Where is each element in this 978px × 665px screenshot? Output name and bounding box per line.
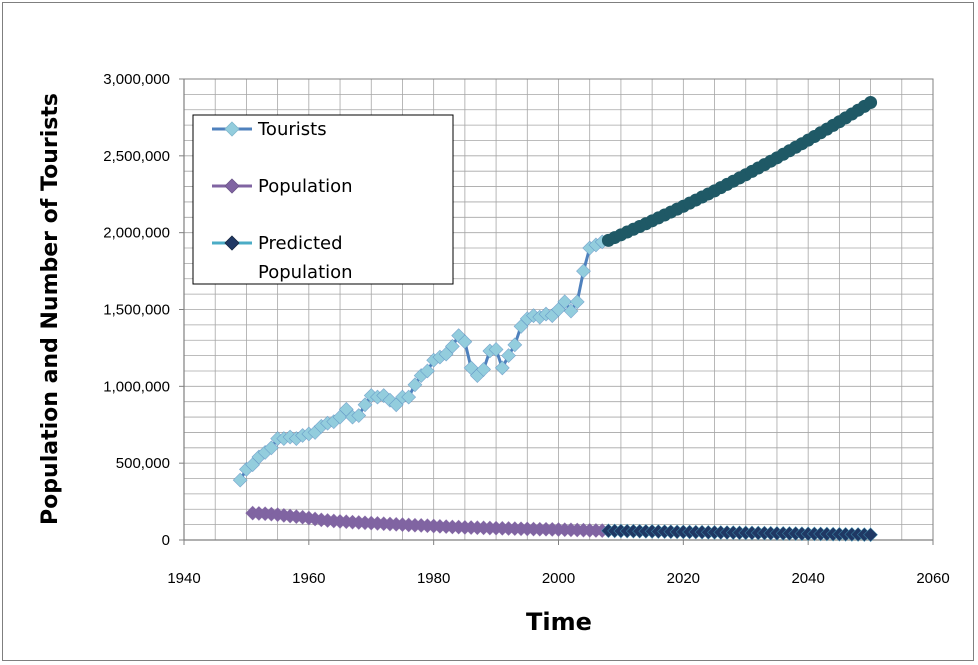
y-tick-label: 1,500,000 [103,302,170,319]
legend-marker-tourists [224,121,240,137]
legend-item-tourists: Tourists [212,119,327,140]
x-tick-label: 2020 [667,570,700,587]
x-axis-title: Time [526,608,592,636]
x-tick-label: 1940 [167,570,200,587]
data-point-tourists [576,263,591,279]
legend-item-predicted-population: Predicted Population [212,233,353,283]
legend-box [192,114,454,285]
legend: Tourists Population Predicted Population [192,114,454,285]
data-point-tourists [232,472,248,488]
x-tick-label: 2000 [542,570,575,587]
legend-label-predicted-population: Predicted [258,233,343,254]
legend-label-population: Population [258,176,353,197]
y-tick-label: 2,500,000 [103,148,170,165]
data-point-tourists [507,337,523,353]
y-tick-label: 500,000 [116,455,170,472]
data-point-tourists [263,440,279,456]
series-tourists [232,234,610,488]
y-tick-label: 0 [162,532,170,549]
data-point-tourists [557,294,573,310]
data-point-tourists [457,334,473,350]
data-point-predicted-population [863,527,879,543]
data-point-tourists [351,408,367,423]
data-point-tourists [407,377,423,393]
series-trend [601,96,878,247]
data-point-tourists [401,389,417,405]
legend-label-predicted-population-line2: Population [258,262,353,283]
data-point-trend [864,96,878,110]
y-axis-title: Population and Number of Tourists [38,93,63,525]
tick-labels: 1940 1960 1980 2000 2020 2040 2060 0 500,000 1,00… [103,71,949,587]
data-point-tourists [420,363,435,379]
data-point-tourists [488,342,504,357]
x-tick-label: 2060 [916,570,949,587]
data-point-tourists [563,303,579,319]
x-tick-label: 1960 [292,570,325,587]
data-point-tourists [501,348,516,364]
data-point-tourists [476,362,492,377]
legend-label-tourists: Tourists [257,119,327,140]
y-tick-label: 2,000,000 [103,225,170,242]
legend-marker-predicted-population [224,235,240,251]
x-tick-label: 1980 [417,570,450,587]
series-predicted-population [601,523,879,543]
series-layer [232,96,879,543]
data-point-tourists [569,294,585,310]
legend-marker-population [224,178,240,194]
x-tick-label: 2040 [791,570,824,587]
legend-item-population: Population [212,176,353,197]
y-tick-label: 3,000,000 [103,71,170,88]
series-population [245,505,610,539]
data-point-tourists [357,397,373,413]
data-point-tourists [494,360,510,376]
y-tick-label: 1,000,000 [103,378,170,395]
data-point-tourists [444,338,460,354]
